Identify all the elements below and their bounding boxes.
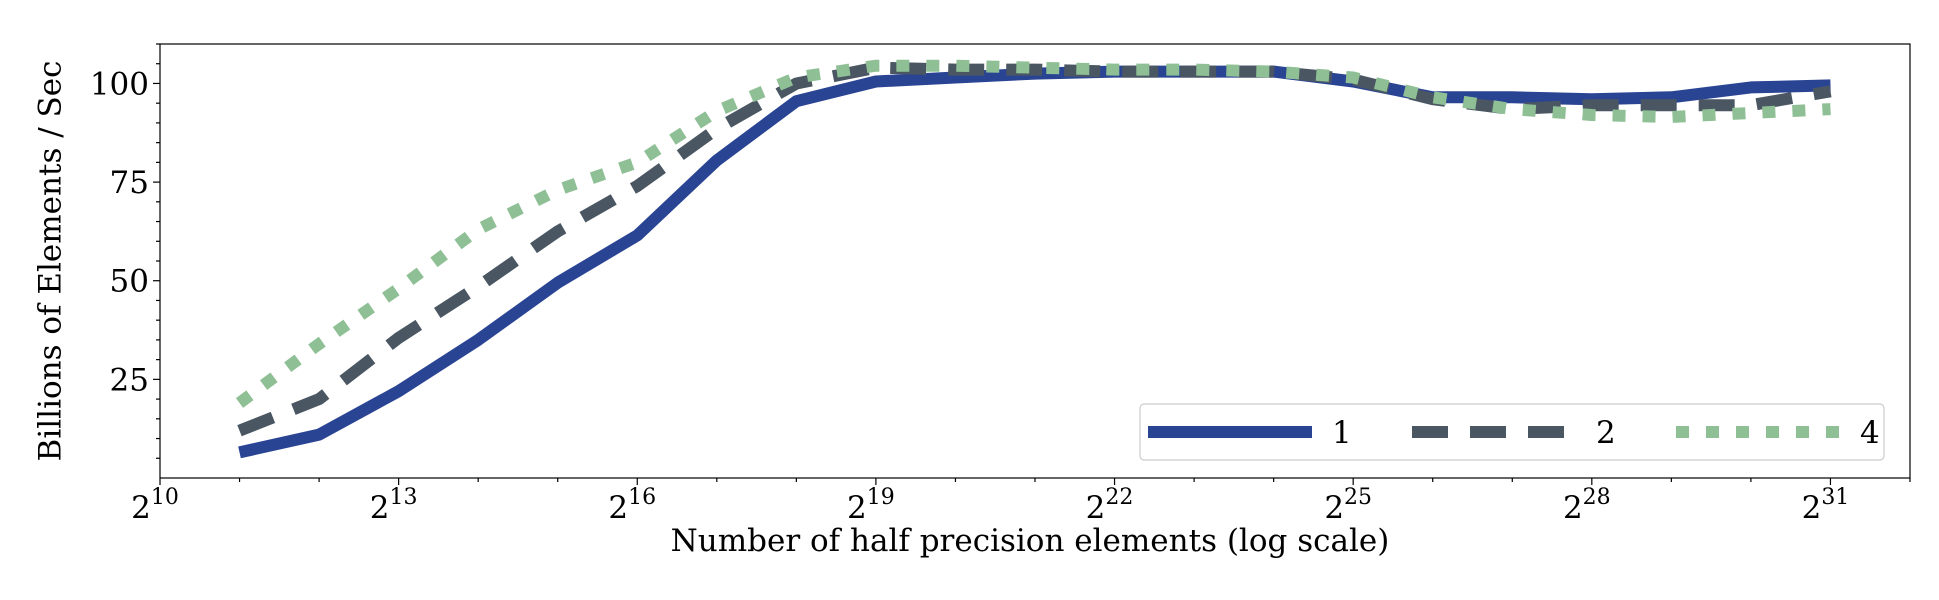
y-tick-label: 75: [110, 165, 149, 201]
x-tick-base: 2: [370, 490, 390, 526]
x-tick-label: 210: [131, 485, 179, 526]
y-tick-label: 25: [110, 362, 149, 398]
legend: 1 2 4: [1139, 403, 1885, 461]
y-axis-label: Billions of Elements / Sec: [33, 61, 69, 462]
x-tick-label: 231: [1802, 485, 1850, 526]
x-tick-base: 2: [1563, 490, 1583, 526]
x-tick-exponent: 31: [1821, 485, 1849, 510]
legend-label-4: 4: [1860, 415, 1880, 451]
legend-label-1: 1: [1332, 415, 1352, 451]
legend-box: [1139, 403, 1885, 461]
x-axis-ticks: 210 213 216 219 222 225 228 231: [131, 478, 1911, 526]
x-tick-exponent: 10: [151, 485, 179, 510]
x-tick-label: 216: [608, 485, 656, 526]
y-tick-label: 100: [90, 66, 149, 102]
x-tick-base: 2: [1324, 490, 1344, 526]
x-tick-label: 225: [1324, 485, 1372, 526]
legend-label-2: 2: [1596, 415, 1616, 451]
x-tick-exponent: 22: [1105, 485, 1133, 510]
y-axis-ticks: 25 50 75 100: [90, 43, 160, 459]
x-tick-label: 219: [847, 485, 895, 526]
x-tick-exponent: 16: [628, 485, 656, 510]
x-tick-exponent: 19: [867, 485, 895, 510]
series-line-2: [237, 61, 1832, 437]
series-lines: [235, 59, 1832, 459]
x-tick-exponent: 28: [1583, 485, 1611, 510]
x-tick-base: 2: [847, 490, 867, 526]
x-tick-label: 222: [1086, 485, 1134, 526]
x-tick-base: 2: [608, 490, 628, 526]
x-tick-exponent: 13: [390, 485, 418, 510]
x-axis-label: Number of half precision elements (log s…: [671, 523, 1390, 559]
x-tick-label: 213: [370, 485, 418, 526]
y-tick-label: 50: [110, 264, 149, 300]
x-tick-exponent: 25: [1344, 485, 1372, 510]
series-line-4: [235, 59, 1831, 408]
x-tick-label: 228: [1563, 485, 1611, 526]
x-tick-base: 2: [1802, 490, 1822, 526]
series-line-1: [238, 65, 1831, 459]
x-tick-base: 2: [1086, 490, 1106, 526]
x-tick-base: 2: [131, 490, 151, 526]
